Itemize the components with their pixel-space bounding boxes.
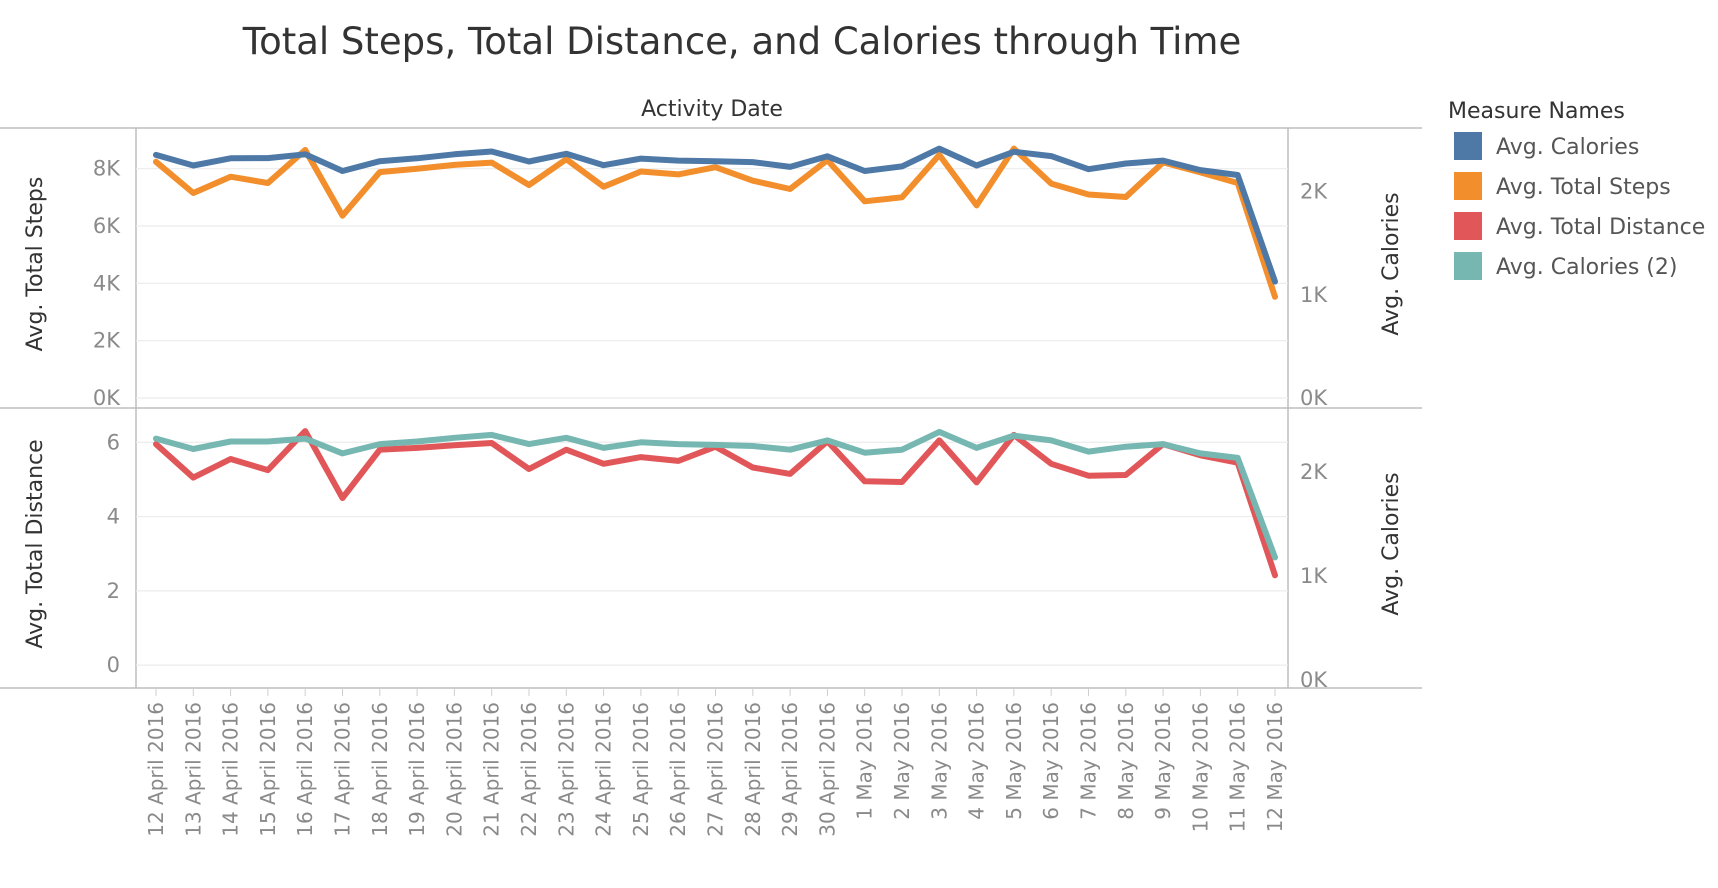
x-tick-label: 4 May 2016: [965, 702, 989, 820]
panel-2-right-axis-title: Avg. Calories: [1379, 472, 1404, 615]
x-tick-label: 27 April 2016: [704, 702, 728, 837]
axis-ticks: 0K 2K 4K 6K 8K 0K 1K 2K 0 2 4 6 0K 1K 2K: [93, 157, 1329, 692]
legend-swatch: [1454, 132, 1482, 160]
series-line-avg-calories: [153, 145, 1278, 285]
x-tick-label: 2 May 2016: [890, 702, 914, 820]
x-tick-label: 1 May 2016: [853, 702, 877, 820]
x-axis-ticks: 12 April 2016 13 April 2016 14 April 2016 1…: [144, 688, 1287, 837]
x-tick-label: 7 May 2016: [1077, 702, 1101, 820]
x-tick-label: 22 April 2016: [517, 702, 541, 837]
left-tick-label: 0: [107, 653, 120, 677]
x-tick-label: 11 May 2016: [1226, 702, 1250, 832]
x-tick-label: 30 April 2016: [815, 702, 839, 837]
x-tick-label: 13 April 2016: [181, 702, 205, 837]
x-tick-label: 29 April 2016: [778, 702, 802, 837]
x-tick-label: 8 May 2016: [1114, 702, 1138, 820]
legend-title: Measure Names: [1448, 99, 1625, 124]
x-tick-label: 21 April 2016: [480, 702, 504, 837]
legend-swatch: [1454, 172, 1482, 200]
legend-swatch: [1454, 252, 1482, 280]
left-tick-label: 4K: [93, 271, 121, 295]
x-tick-label: 26 April 2016: [666, 702, 690, 837]
legend-item-avg-calories-2[interactable]: Avg. Calories (2): [1454, 252, 1677, 280]
x-tick-label: 16 April 2016: [293, 702, 317, 837]
x-tick-label: 5 May 2016: [1002, 702, 1026, 820]
left-tick-label: 6K: [93, 214, 121, 238]
column-header-activity-date: Activity Date: [641, 97, 783, 122]
left-tick-label: 4: [107, 505, 120, 529]
x-tick-label: 6 May 2016: [1039, 702, 1063, 820]
legend-item-avg-total-distance[interactable]: Avg. Total Distance: [1454, 212, 1705, 240]
x-tick-label: 19 April 2016: [405, 702, 429, 837]
legend-item-avg-total-steps[interactable]: Avg. Total Steps: [1454, 172, 1671, 200]
x-tick-label: 12 April 2016: [144, 702, 168, 837]
right-tick-label: 0K: [1300, 386, 1328, 410]
panel-2-left-axis-title: Avg. Total Distance: [23, 439, 48, 648]
left-tick-label: 6: [107, 430, 120, 454]
left-tick-label: 0K: [93, 386, 121, 410]
legend-swatch: [1454, 212, 1482, 240]
left-tick-label: 2: [107, 579, 120, 603]
x-tick-label: 14 April 2016: [219, 702, 243, 837]
legend-label: Avg. Total Steps: [1496, 175, 1671, 200]
x-tick-label: 20 April 2016: [442, 702, 466, 837]
x-tick-label: 10 May 2016: [1188, 702, 1212, 832]
series-lines: [153, 145, 1278, 579]
legend-label: Avg. Calories: [1496, 135, 1639, 160]
legend-label: Avg. Total Distance: [1496, 215, 1705, 240]
legend: Measure Names Avg. Calories Avg. Total S…: [1448, 99, 1705, 280]
panel-1-left-axis-title: Avg. Total Steps: [23, 177, 48, 352]
right-tick-label: 1K: [1300, 283, 1328, 307]
x-tick-label: 3 May 2016: [927, 702, 951, 820]
x-tick-label: 12 May 2016: [1263, 702, 1287, 832]
gridlines: [136, 168, 1288, 666]
series-line-avg-total-distance: [153, 428, 1278, 579]
right-tick-label: 2K: [1300, 180, 1328, 204]
panel-1-right-axis-title: Avg. Calories: [1379, 192, 1404, 335]
legend-label: Avg. Calories (2): [1496, 255, 1677, 280]
x-tick-label: 18 April 2016: [368, 702, 392, 837]
x-tick-label: 9 May 2016: [1151, 702, 1175, 820]
x-tick-label: 23 April 2016: [554, 702, 578, 837]
x-tick-label: 28 April 2016: [741, 702, 765, 837]
left-tick-label: 8K: [93, 157, 121, 181]
legend-item-avg-calories[interactable]: Avg. Calories: [1454, 132, 1639, 160]
panel-frames: [0, 127, 1422, 689]
x-tick-label: 24 April 2016: [592, 702, 616, 837]
right-tick-label: 2K: [1300, 460, 1328, 484]
x-tick-label: 15 April 2016: [256, 702, 280, 837]
x-tick-label: 25 April 2016: [629, 702, 653, 837]
x-tick-label: 17 April 2016: [331, 702, 355, 837]
chart-title: Total Steps, Total Distance, and Calorie…: [242, 20, 1241, 63]
left-tick-label: 2K: [93, 329, 121, 353]
series-line-avg-total-steps: [153, 145, 1278, 300]
right-tick-label: 0K: [1300, 668, 1328, 692]
right-tick-label: 1K: [1300, 564, 1328, 588]
series-line-avg-calories-2: [153, 428, 1278, 561]
